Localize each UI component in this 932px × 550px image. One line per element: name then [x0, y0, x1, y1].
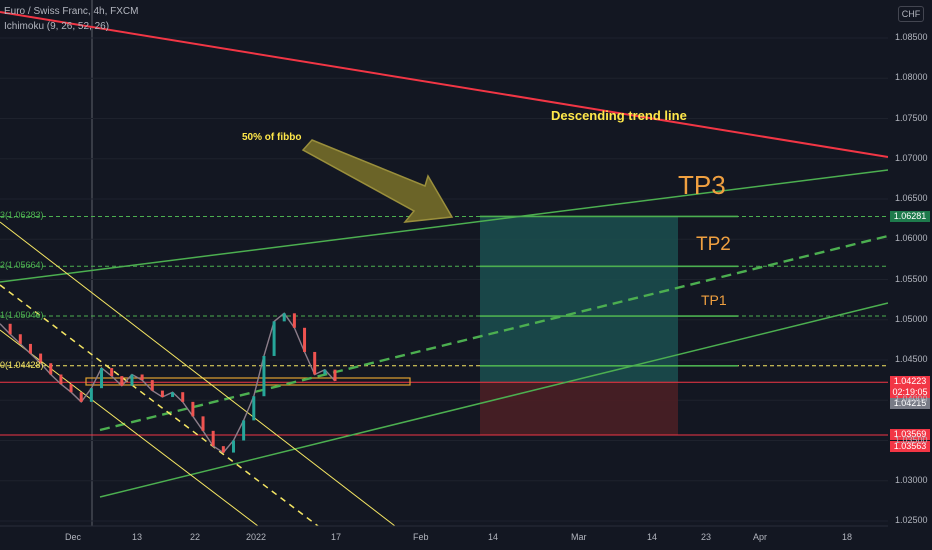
price-candle [272, 321, 276, 356]
time-tick-label: Apr [753, 532, 768, 542]
fib-level-label: 0(1.04428) [0, 359, 44, 370]
price-line [0, 312, 336, 454]
price-candle [28, 343, 32, 354]
price-tick-label: 1.08500 [895, 32, 928, 42]
symbol-title[interactable]: Euro / Swiss Franc, 4h, FXCM [4, 6, 139, 17]
price-candle [39, 353, 43, 364]
channel-mid-line [99, 234, 889, 432]
price-candle [69, 384, 73, 393]
price-tick-label: 1.07500 [895, 112, 928, 123]
price-tick-label: 1.04500 [895, 354, 928, 364]
price-candle [333, 369, 337, 381]
price-candle [160, 390, 164, 398]
fib-level-label: 3(1.06283) [0, 210, 44, 221]
stop-loss-zone [480, 382, 678, 435]
price-tick-label: 1.03000 [895, 474, 928, 485]
price-candle [100, 368, 104, 389]
time-tick-label: 2022 [246, 532, 267, 542]
price-candle [110, 368, 114, 377]
price-candle [262, 355, 266, 397]
price-tag: 1.04215 [890, 397, 930, 409]
tp2-label[interactable]: TP2 [696, 234, 731, 255]
arrow-annotation[interactable] [301, 139, 454, 223]
desc-channel-lower [0, 329, 259, 527]
price-candle [221, 446, 225, 453]
descending-trend-line [0, 11, 889, 158]
price-tick-label: 1.07000 [895, 152, 928, 163]
price-candle [171, 392, 175, 398]
price-tag: 1.06281 [890, 210, 930, 222]
price-candle [252, 396, 256, 421]
currency-button[interactable]: CHF [898, 6, 924, 22]
price-candle [79, 392, 83, 402]
price-tick-label: 1.06000 [895, 233, 928, 244]
time-tick-label: 18 [842, 532, 853, 542]
price-candle [303, 327, 307, 352]
price-tick-label: 1.08000 [895, 72, 928, 83]
time-tick-label: 17 [331, 532, 342, 542]
price-candle [231, 440, 235, 453]
time-tick-label: 23 [701, 532, 712, 542]
price-tag: 1.04223 [890, 376, 930, 388]
desc-channel-upper [0, 221, 396, 527]
price-candle [120, 376, 124, 386]
grid [0, 0, 888, 526]
channel-lower-line [99, 302, 889, 498]
fibbo-arrow [301, 139, 454, 223]
price-tag: 02:19:05 [890, 386, 930, 398]
long-position-tool[interactable] [480, 216, 678, 435]
time-tick-label: Mar [571, 532, 587, 542]
indicator-label[interactable]: Ichimoku (9, 26, 52, 26) [4, 21, 110, 32]
price-candle [150, 380, 154, 391]
drawn-lines[interactable] [0, 11, 889, 527]
price-candle [181, 392, 185, 402]
price-axis-panel [888, 0, 932, 550]
price-tag: 1.03569 [890, 428, 930, 440]
fib-level-label: 1(1.05046) [0, 310, 44, 321]
fib-level-label: 2(1.05664) [0, 260, 44, 271]
price-tick-label: 1.02500 [895, 515, 928, 525]
time-tick-label: Dec [65, 532, 82, 542]
tp1-label[interactable]: TP1 [701, 292, 727, 308]
price-tick-label: 1.04000 [895, 394, 928, 405]
price-tick-label: 1.05000 [895, 313, 928, 324]
price-candle [201, 416, 205, 431]
channel-upper-line [0, 169, 889, 283]
price-candle [292, 313, 296, 328]
price-candle [49, 363, 53, 375]
time-tick-label: 22 [190, 532, 201, 542]
price-candle [89, 388, 93, 402]
price-candle [59, 374, 63, 385]
time-tick-label: 14 [647, 532, 658, 542]
price-tick-label: 1.06500 [895, 193, 928, 203]
time-tick-label: 13 [132, 532, 143, 542]
price-tick-label: 1.03500 [895, 434, 928, 445]
price-candle [211, 430, 215, 447]
trend-line-annotation[interactable]: Descending trend line [551, 108, 687, 123]
price-tag: 1.03563 [890, 440, 930, 452]
price-candle [242, 420, 246, 441]
price-candle [18, 334, 22, 344]
time-tick-label: Feb [413, 532, 429, 542]
desc-channel-mid [0, 284, 319, 527]
price-candle [8, 323, 12, 335]
price-series [0, 312, 337, 454]
price-tick-label: 1.05500 [895, 273, 928, 284]
price-candle [282, 313, 286, 322]
price-candle [140, 374, 144, 381]
fibbo-annotation[interactable]: 50% of fibbo [242, 132, 302, 143]
price-candle [313, 351, 317, 375]
price-candle [130, 374, 134, 386]
entry-zone-rect [85, 377, 411, 386]
price-candle [323, 369, 327, 375]
take-profit-zone [480, 216, 678, 383]
time-tick-label: 14 [488, 532, 499, 542]
tp3-label[interactable]: TP3 [678, 170, 726, 200]
price-candle [191, 401, 195, 417]
